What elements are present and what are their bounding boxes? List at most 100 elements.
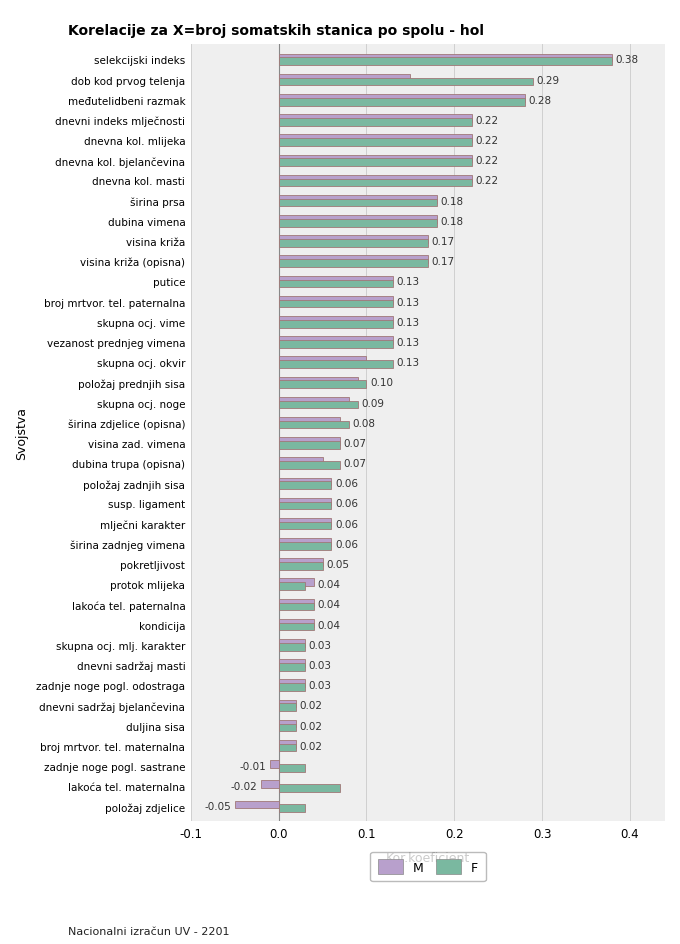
Bar bbox=[279, 337, 393, 345]
Text: 0.22: 0.22 bbox=[475, 156, 498, 166]
Bar bbox=[279, 683, 305, 691]
Bar bbox=[279, 139, 472, 146]
Bar bbox=[279, 115, 472, 123]
Bar bbox=[279, 220, 437, 228]
Bar bbox=[279, 623, 313, 631]
Bar bbox=[279, 599, 313, 607]
Bar bbox=[279, 660, 305, 667]
Bar bbox=[279, 176, 472, 183]
Bar bbox=[270, 760, 279, 768]
Bar bbox=[279, 280, 393, 288]
Bar bbox=[279, 804, 305, 812]
Bar bbox=[279, 498, 331, 506]
Text: 0.13: 0.13 bbox=[396, 358, 420, 368]
Text: 0.06: 0.06 bbox=[335, 519, 358, 529]
Bar bbox=[279, 481, 331, 490]
Text: 0.02: 0.02 bbox=[300, 700, 323, 711]
Text: -0.01: -0.01 bbox=[239, 761, 267, 771]
Bar bbox=[279, 639, 305, 647]
Text: 0.22: 0.22 bbox=[475, 116, 498, 126]
Bar bbox=[279, 724, 296, 732]
Legend: M, F: M, F bbox=[370, 851, 486, 882]
Bar bbox=[279, 579, 313, 586]
Text: 0.03: 0.03 bbox=[309, 640, 332, 650]
Bar bbox=[279, 417, 340, 425]
Bar bbox=[279, 438, 340, 446]
Bar bbox=[279, 216, 437, 224]
Bar bbox=[279, 703, 296, 712]
Text: 0.08: 0.08 bbox=[352, 418, 375, 429]
Bar bbox=[279, 119, 472, 126]
Text: 0.03: 0.03 bbox=[309, 660, 332, 670]
Bar bbox=[279, 619, 313, 627]
Bar bbox=[279, 75, 411, 82]
Bar bbox=[279, 720, 296, 728]
Text: 0.06: 0.06 bbox=[335, 479, 358, 489]
Bar bbox=[279, 357, 367, 364]
Bar bbox=[279, 195, 437, 203]
Text: 0.17: 0.17 bbox=[431, 237, 455, 246]
Bar bbox=[279, 765, 305, 772]
Bar bbox=[279, 381, 367, 389]
Bar bbox=[279, 378, 358, 385]
Text: Korelacije za X=broj somatskih stanica po spolu - hol: Korelacije za X=broj somatskih stanica p… bbox=[68, 24, 484, 38]
Bar bbox=[279, 199, 437, 208]
Bar bbox=[279, 135, 472, 143]
Text: 0.38: 0.38 bbox=[616, 56, 639, 65]
Bar bbox=[279, 784, 340, 792]
Text: 0.13: 0.13 bbox=[396, 317, 420, 328]
Bar bbox=[279, 401, 358, 409]
Bar bbox=[279, 502, 331, 510]
Text: 0.22: 0.22 bbox=[475, 136, 498, 146]
Bar bbox=[279, 582, 305, 590]
Text: 0.13: 0.13 bbox=[396, 297, 420, 308]
Bar bbox=[279, 740, 296, 748]
Bar bbox=[279, 179, 472, 187]
Bar bbox=[279, 55, 612, 62]
Text: 0.10: 0.10 bbox=[370, 378, 393, 388]
Text: 0.13: 0.13 bbox=[396, 338, 420, 347]
Bar bbox=[235, 801, 279, 808]
Bar bbox=[279, 317, 393, 325]
Bar bbox=[279, 563, 322, 570]
Text: 0.03: 0.03 bbox=[309, 681, 332, 690]
Text: 0.13: 0.13 bbox=[396, 278, 420, 287]
Text: 0.17: 0.17 bbox=[431, 257, 455, 267]
Text: 0.18: 0.18 bbox=[440, 196, 463, 207]
Bar bbox=[279, 543, 331, 550]
Text: -0.05: -0.05 bbox=[205, 801, 231, 812]
Text: 0.06: 0.06 bbox=[335, 539, 358, 549]
Bar bbox=[279, 361, 393, 368]
Text: 0.06: 0.06 bbox=[335, 499, 358, 509]
Text: 0.02: 0.02 bbox=[300, 721, 323, 731]
Text: 0.04: 0.04 bbox=[318, 599, 340, 610]
Bar bbox=[279, 421, 349, 429]
Bar bbox=[279, 462, 340, 469]
Text: 0.22: 0.22 bbox=[475, 177, 498, 186]
Text: 0.04: 0.04 bbox=[318, 620, 340, 630]
Bar bbox=[279, 458, 322, 465]
Bar bbox=[279, 559, 322, 566]
Bar bbox=[279, 700, 296, 707]
X-axis label: Kor.koeficient: Kor.koeficient bbox=[386, 851, 470, 864]
Bar bbox=[279, 296, 393, 304]
Bar bbox=[279, 277, 393, 284]
Bar bbox=[279, 59, 612, 66]
Bar bbox=[279, 744, 296, 751]
Bar bbox=[279, 95, 524, 103]
Bar bbox=[279, 518, 331, 526]
Bar bbox=[279, 240, 428, 247]
Bar bbox=[261, 781, 279, 788]
Text: 0.05: 0.05 bbox=[326, 560, 349, 569]
Bar bbox=[279, 99, 524, 107]
Bar bbox=[279, 538, 331, 547]
Text: 0.04: 0.04 bbox=[318, 580, 340, 590]
Text: 0.07: 0.07 bbox=[343, 438, 367, 448]
Bar bbox=[279, 160, 472, 167]
Bar bbox=[279, 397, 349, 405]
Text: Nacionalni izračun UV - 2201: Nacionalni izračun UV - 2201 bbox=[68, 926, 230, 936]
Text: 0.29: 0.29 bbox=[537, 76, 560, 86]
Bar bbox=[279, 321, 393, 329]
Bar bbox=[279, 603, 313, 611]
Bar bbox=[279, 156, 472, 163]
